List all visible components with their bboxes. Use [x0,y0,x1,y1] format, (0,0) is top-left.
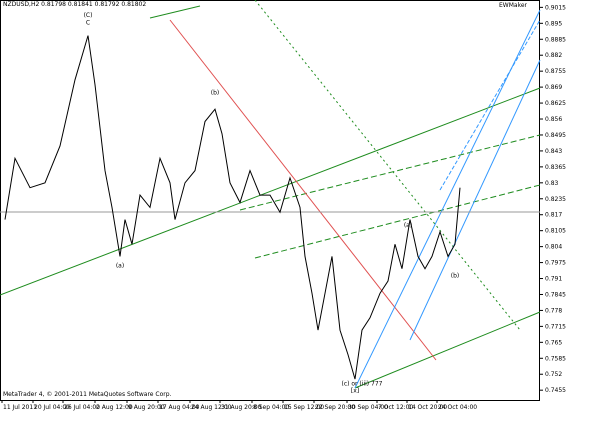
wave-label: (c) or (iii) 777 [342,380,383,387]
x-tick-label: 24 Aug 12:00 [191,404,232,411]
x-tick-label: 17 Aug 04:00 [159,404,200,411]
dotted-line [254,0,521,331]
channel-line [149,5,201,19]
wave-label: (a) [404,222,412,229]
red-line [169,19,437,361]
y-tick-label: 0.7975 [545,260,566,267]
y-tick-label: 0.9015 [545,4,566,11]
y-tick-label: 0.869 [545,84,562,91]
x-tick-label: 2 Aug 12:00 [96,404,133,411]
y-tick-label: 0.8105 [545,228,566,235]
channel-line [239,134,541,211]
x-tick-label: 15 Sep 12:00 [284,404,324,411]
y-tick-label: 0.778 [545,307,562,314]
y-tick-label: 0.83 [545,180,559,187]
y-tick-label: 0.895 [545,20,562,27]
y-tick-label: 0.765 [545,339,562,346]
blue-line [439,19,541,191]
y-tick-label: 0.8365 [545,164,566,171]
chart-title: NZDUSD,H2 0.81798 0.81841 0.81792 0.8180… [3,1,146,8]
y-tick-label: 0.791 [545,276,562,283]
wave-label: [x] [351,388,359,395]
channel-line [254,184,541,259]
x-tick-label: 31 Aug 20:00 [221,404,262,411]
y-tick-label: 0.882 [545,52,562,59]
wave-label: (C) [84,12,93,19]
x-tick-label: 24 Oct 04:00 [438,404,477,411]
y-tick-label: 0.8625 [545,100,566,107]
blue-line [409,59,541,341]
y-tick-label: 0.7715 [545,323,566,330]
y-tick-label: 0.7585 [545,355,566,362]
y-tick-label: 0.817 [545,212,562,219]
x-tick-label: 20 Jul 04:00 [34,404,70,411]
wave-label: (b) [211,89,220,96]
price-line [4,35,461,380]
y-tick-label: 0.856 [545,116,562,123]
y-tick-label: 0.8755 [545,68,566,75]
trend-lines [0,0,541,389]
y-tick-label: 0.7845 [545,291,566,298]
x-tick-label: 22 Sep 20:00 [315,404,355,411]
x-tick-label: 11 Jul 2011 [3,404,37,411]
y-tick-label: 0.8495 [545,132,566,139]
y-tick-label: 0.8235 [545,196,566,203]
x-tick-label: 14 Oct 20:00 [408,404,447,411]
channel-line [0,87,541,296]
y-tick-label: 0.8885 [545,36,566,43]
x-tick-label: 8 Sep 04:00 [253,404,289,411]
wave-label: (b) [451,272,460,279]
indicator-label: EWMaker [499,2,528,9]
y-tick-label: 0.804 [545,244,562,251]
x-tick-label: 30 Sep 04:00 [348,404,388,411]
x-tick-label: 7 Oct 12:00 [378,404,413,411]
y-tick-label: 0.752 [545,371,562,378]
wave-label: (a) [116,262,124,269]
y-tick-label: 0.7455 [545,387,566,394]
footer: MetaTrader 4, © 2001-2011 MetaQuotes Sof… [3,391,172,398]
channel-line [354,311,541,389]
x-tick-label: 9 Aug 20:00 [128,404,165,411]
x-tick-label: 26 Jul 04:00 [64,404,100,411]
y-tick-label: 0.843 [545,148,562,155]
plot-frame [0,0,540,401]
wave-label: C [86,20,90,27]
